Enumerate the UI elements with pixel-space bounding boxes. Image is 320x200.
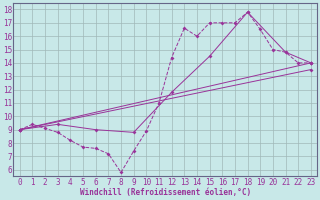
- X-axis label: Windchill (Refroidissement éolien,°C): Windchill (Refroidissement éolien,°C): [80, 188, 251, 197]
